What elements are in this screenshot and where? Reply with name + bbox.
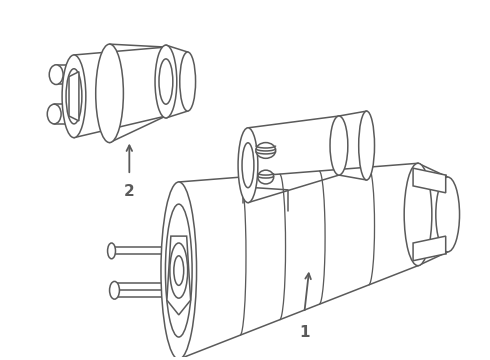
Ellipse shape: [256, 143, 276, 158]
Ellipse shape: [359, 111, 374, 180]
Ellipse shape: [166, 204, 192, 337]
Ellipse shape: [161, 182, 196, 359]
Ellipse shape: [436, 177, 460, 252]
Ellipse shape: [330, 116, 348, 175]
Ellipse shape: [174, 256, 184, 285]
Polygon shape: [69, 72, 79, 121]
Ellipse shape: [258, 170, 274, 184]
Ellipse shape: [96, 44, 123, 143]
Ellipse shape: [110, 282, 120, 299]
Ellipse shape: [180, 52, 196, 111]
Ellipse shape: [108, 243, 116, 259]
Ellipse shape: [49, 65, 63, 85]
Ellipse shape: [242, 143, 254, 188]
Text: 2: 2: [124, 184, 135, 199]
Ellipse shape: [47, 104, 61, 124]
Text: 1: 1: [299, 325, 310, 340]
Ellipse shape: [170, 243, 188, 298]
Polygon shape: [167, 236, 191, 315]
Ellipse shape: [155, 45, 177, 118]
Ellipse shape: [404, 163, 432, 266]
Ellipse shape: [70, 82, 78, 110]
Ellipse shape: [159, 59, 173, 104]
Ellipse shape: [66, 69, 82, 124]
Polygon shape: [413, 236, 446, 261]
Ellipse shape: [62, 55, 86, 138]
Polygon shape: [413, 168, 446, 193]
Ellipse shape: [238, 128, 258, 203]
